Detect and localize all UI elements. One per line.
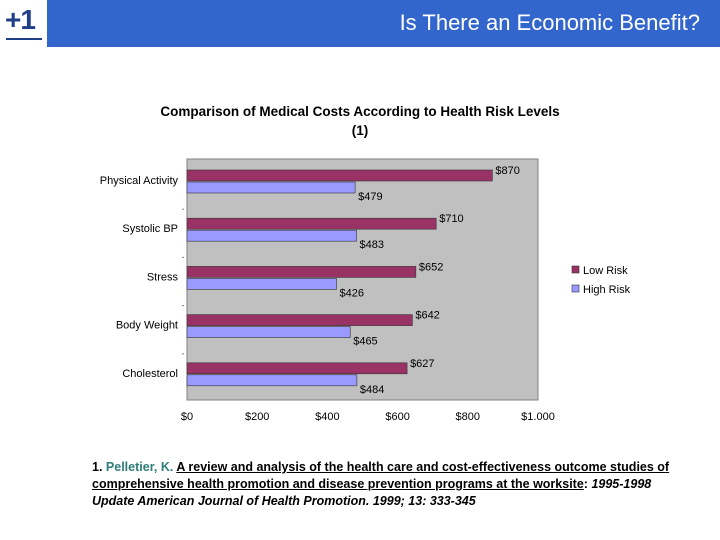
data-label: $479 bbox=[358, 191, 382, 203]
bar-low-risk bbox=[186, 362, 408, 375]
bar-low-risk bbox=[186, 217, 437, 230]
reference-citation-details: 1999; 13: 333-345 bbox=[372, 494, 476, 508]
chart-title: Comparison of Medical Costs According to… bbox=[160, 104, 560, 119]
logo-underline bbox=[6, 38, 42, 40]
x-tick-label: $200 bbox=[245, 411, 269, 423]
bar-low-risk bbox=[186, 314, 413, 326]
reference-citation: 1. Pelletier, K. A review and analysis o… bbox=[92, 459, 692, 510]
y-tick-label: Cholesterol bbox=[122, 368, 178, 380]
x-tick-label: $1.000 bbox=[521, 411, 555, 423]
bar-low-risk bbox=[186, 266, 417, 278]
reference-number: 1. bbox=[92, 460, 103, 474]
x-tick-label: $800 bbox=[456, 411, 480, 423]
logo: +1 bbox=[0, 0, 47, 47]
reference-title[interactable]: A review and analysis of the health care… bbox=[92, 460, 670, 491]
legend-label: High Risk bbox=[583, 284, 631, 296]
logo-text: +1 bbox=[5, 4, 36, 35]
chart-subtitle: (1) bbox=[351, 123, 369, 138]
data-label: $426 bbox=[340, 287, 364, 299]
bar-high-risk bbox=[186, 326, 351, 338]
bar-high-risk bbox=[186, 374, 358, 387]
header-bar: +1 Is There an Economic Benefit? bbox=[0, 0, 720, 47]
x-tick-label: $400 bbox=[315, 411, 339, 423]
y-tick-label: Systolic BP bbox=[122, 223, 178, 235]
legend-label: Low Risk bbox=[583, 265, 628, 277]
bar-low-risk bbox=[186, 169, 493, 182]
data-label: $627 bbox=[410, 358, 434, 370]
y-tick-label: Body Weight bbox=[116, 320, 178, 332]
reference-separator: : bbox=[583, 477, 588, 491]
chart-title-block: Comparison of Medical Costs According to… bbox=[130, 102, 590, 140]
data-label: $465 bbox=[353, 336, 377, 348]
legend-swatch-low-risk bbox=[571, 265, 580, 274]
data-label: $652 bbox=[419, 261, 443, 273]
page-title: Is There an Economic Benefit? bbox=[399, 10, 700, 35]
bar-high-risk bbox=[186, 181, 356, 194]
data-label: $870 bbox=[495, 165, 519, 177]
data-label: $642 bbox=[415, 310, 439, 322]
y-tick-label: Stress bbox=[147, 271, 179, 283]
x-tick-label: $600 bbox=[385, 411, 409, 423]
data-label: $484 bbox=[360, 384, 384, 396]
x-tick-label: $0 bbox=[181, 411, 193, 423]
bar-high-risk bbox=[186, 229, 357, 242]
bar-high-risk bbox=[186, 278, 337, 290]
reference-journal: 1995-1998 Update American Journal of Hea… bbox=[92, 477, 652, 508]
legend-swatch-high-risk bbox=[571, 284, 580, 293]
data-label: $710 bbox=[439, 213, 463, 225]
y-tick-label: Physical Activity bbox=[100, 175, 179, 187]
data-label: $483 bbox=[360, 239, 384, 251]
reference-author: Pelletier, K. bbox=[105, 460, 174, 474]
